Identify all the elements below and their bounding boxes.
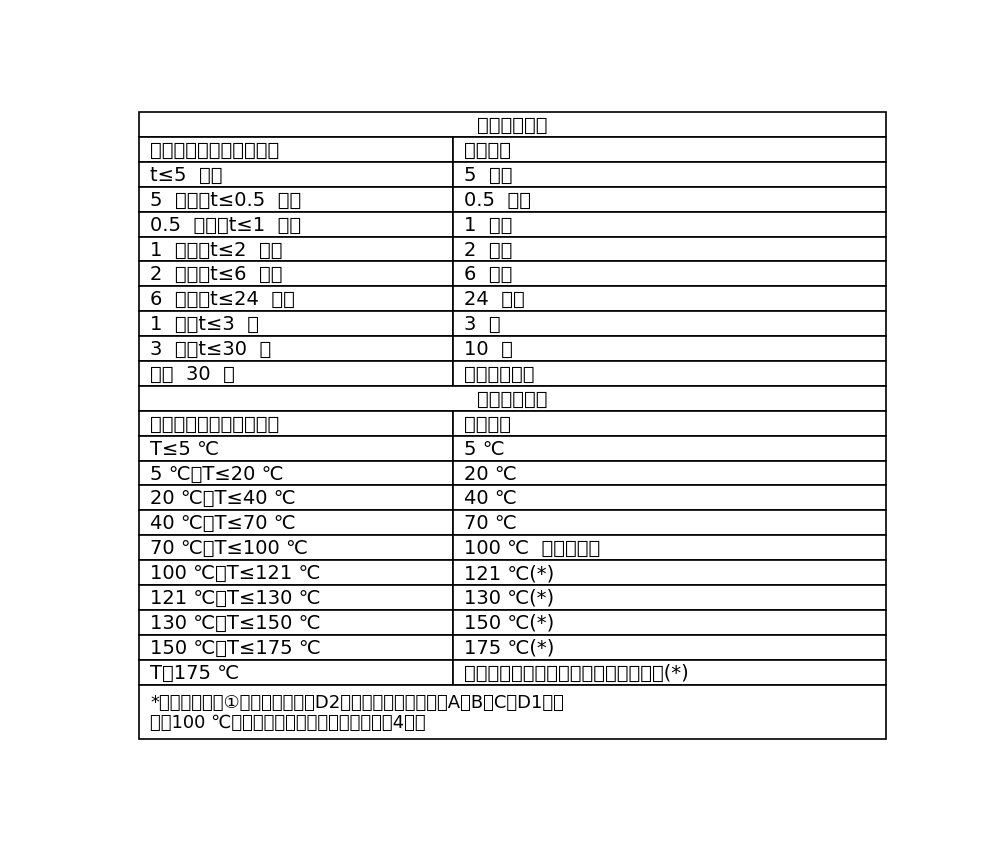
Text: 5  分钟: 5 分钟 xyxy=(464,165,512,185)
Bar xyxy=(139,287,453,312)
Text: 100 ℃  或回流温度: 100 ℃ 或回流温度 xyxy=(464,538,600,558)
Bar xyxy=(453,486,886,511)
Bar xyxy=(453,138,886,163)
Text: 70 ℃＜T≤100 ℃: 70 ℃＜T≤100 ℃ xyxy=(150,538,308,558)
Text: T≤5 ℃: T≤5 ℃ xyxy=(150,439,219,458)
Text: *温度只适用于①食品模拟物中的D2模拟物，而针对模拟物A、B、C和D1，可: *温度只适用于①食品模拟物中的D2模拟物，而针对模拟物A、B、C和D1，可 xyxy=(150,693,564,711)
Text: 40 ℃＜T≤70 ℃: 40 ℃＜T≤70 ℃ xyxy=(150,514,296,533)
Bar xyxy=(139,187,453,213)
Bar xyxy=(139,436,453,461)
Bar xyxy=(453,461,886,486)
Text: 6  小时＜t≤24  小时: 6 小时＜t≤24 小时 xyxy=(150,290,295,309)
Bar xyxy=(453,586,886,610)
Text: 1  天＜t≤3  天: 1 天＜t≤3 天 xyxy=(150,315,259,333)
Text: 24  小时: 24 小时 xyxy=(464,290,525,309)
Bar xyxy=(453,610,886,635)
Text: 121 ℃＜T≤130 ℃: 121 ℃＜T≤130 ℃ xyxy=(150,588,321,607)
Bar xyxy=(139,486,453,511)
Text: t≤5  分钟: t≤5 分钟 xyxy=(150,165,223,185)
Bar xyxy=(453,262,886,287)
Bar xyxy=(453,312,886,337)
Text: 100 ℃＜T≤121 ℃: 100 ℃＜T≤121 ℃ xyxy=(150,564,321,582)
Bar xyxy=(139,113,886,138)
Text: 采用100 ℃或回流温度，并把测试时间增加到4倍。: 采用100 ℃或回流温度，并把测试时间增加到4倍。 xyxy=(150,713,426,731)
Bar xyxy=(139,213,453,237)
Bar xyxy=(139,635,453,660)
Bar xyxy=(139,610,453,635)
Bar xyxy=(139,387,886,411)
Bar xyxy=(453,536,886,560)
Bar xyxy=(139,461,453,486)
Text: 6  小时: 6 小时 xyxy=(464,265,512,284)
Text: 70 ℃: 70 ℃ xyxy=(464,514,517,533)
Text: 迁移时间选择: 迁移时间选择 xyxy=(477,116,548,135)
Text: 3  天＜t≤30  天: 3 天＜t≤30 天 xyxy=(150,339,271,359)
Text: 150 ℃＜T≤175 ℃: 150 ℃＜T≤175 ℃ xyxy=(150,638,321,657)
Text: 5 ℃: 5 ℃ xyxy=(464,439,505,458)
Text: 1  小时＜t≤2  小时: 1 小时＜t≤2 小时 xyxy=(150,241,283,259)
Text: 测试时间: 测试时间 xyxy=(464,141,511,160)
Bar xyxy=(139,511,453,536)
Text: 121 ℃(*): 121 ℃(*) xyxy=(464,564,554,582)
Bar xyxy=(453,411,886,436)
Bar xyxy=(139,536,453,560)
Bar xyxy=(139,660,453,684)
Bar xyxy=(453,560,886,586)
Bar xyxy=(139,262,453,287)
Bar xyxy=(453,213,886,237)
Bar xyxy=(139,586,453,610)
Bar xyxy=(139,138,453,163)
Bar xyxy=(139,163,453,187)
Text: 将温度调整至与食品接触面的实际温度(*): 将温度调整至与食品接触面的实际温度(*) xyxy=(464,663,689,682)
Bar xyxy=(453,163,886,187)
Text: 175 ℃(*): 175 ℃(*) xyxy=(464,638,554,657)
Bar xyxy=(139,312,453,337)
Text: 1  小时: 1 小时 xyxy=(464,215,512,235)
Text: 迁移温度选择: 迁移温度选择 xyxy=(477,389,548,408)
Text: 3  天: 3 天 xyxy=(464,315,501,333)
Text: 150 ℃(*): 150 ℃(*) xyxy=(464,613,554,632)
Bar xyxy=(139,560,453,586)
Text: 0.5  小时: 0.5 小时 xyxy=(464,191,531,209)
Bar xyxy=(453,511,886,536)
Bar xyxy=(453,660,886,684)
Text: T＞175 ℃: T＞175 ℃ xyxy=(150,663,239,682)
Bar xyxy=(139,684,886,739)
Text: 130 ℃＜T≤150 ℃: 130 ℃＜T≤150 ℃ xyxy=(150,613,321,632)
Text: 可预见的最恶劣接触温度: 可预见的最恶劣接触温度 xyxy=(150,414,279,433)
Text: 5  分钟＜t≤0.5  小时: 5 分钟＜t≤0.5 小时 xyxy=(150,191,301,209)
Bar xyxy=(453,436,886,461)
Text: 参见具体条件: 参见具体条件 xyxy=(464,365,534,383)
Bar xyxy=(139,237,453,262)
Text: 20 ℃＜T≤40 ℃: 20 ℃＜T≤40 ℃ xyxy=(150,489,296,508)
Text: 0.5  小时＜t≤1  小时: 0.5 小时＜t≤1 小时 xyxy=(150,215,301,235)
Text: 130 ℃(*): 130 ℃(*) xyxy=(464,588,554,607)
Text: 5 ℃＜T≤20 ℃: 5 ℃＜T≤20 ℃ xyxy=(150,464,284,483)
Bar xyxy=(453,337,886,361)
Text: 10  天: 10 天 xyxy=(464,339,513,359)
Bar xyxy=(453,361,886,387)
Text: 20 ℃: 20 ℃ xyxy=(464,464,517,483)
Text: 40 ℃: 40 ℃ xyxy=(464,489,517,508)
Text: 2  小时: 2 小时 xyxy=(464,241,512,259)
Bar xyxy=(453,237,886,262)
Text: 可预见的最恶劣接触时间: 可预见的最恶劣接触时间 xyxy=(150,141,279,160)
Bar xyxy=(453,635,886,660)
Text: 大于  30  天: 大于 30 天 xyxy=(150,365,235,383)
Bar xyxy=(453,287,886,312)
Bar xyxy=(139,337,453,361)
Bar xyxy=(139,361,453,387)
Bar xyxy=(453,187,886,213)
Bar xyxy=(139,411,453,436)
Text: 测试温度: 测试温度 xyxy=(464,414,511,433)
Text: 2  小时＜t≤6  小时: 2 小时＜t≤6 小时 xyxy=(150,265,283,284)
